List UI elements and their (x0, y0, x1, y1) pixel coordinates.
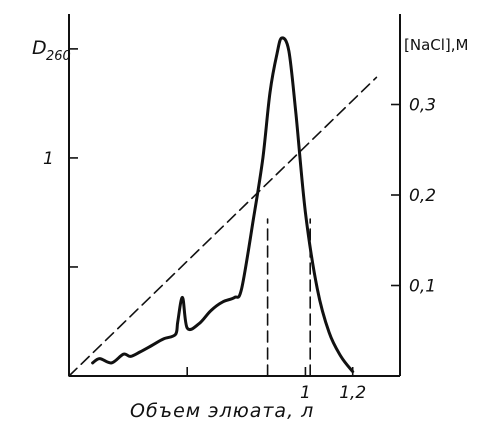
x-tick-label: 1 (300, 383, 311, 403)
dashed-series-line (68, 76, 378, 377)
elution-curve-line (91, 36, 355, 374)
left-axis-label: D (32, 37, 47, 59)
left-tick-label: 1 (43, 149, 54, 169)
axis-ticks: 1 0,1 0,2 0,3 1 1,2 (43, 48, 436, 403)
right-tick-label: 0,1 (409, 277, 436, 297)
right-tick-label: 0,3 (409, 96, 436, 116)
series-group (68, 36, 378, 377)
right-axis-label: [NaCl],M (404, 36, 468, 54)
x-tick-label: 1,2 (339, 383, 366, 403)
left-axis-label-subscript: 260 (46, 49, 71, 64)
x-axis-label: Объем элюата, л (130, 400, 314, 422)
right-tick-label: 0,2 (409, 186, 436, 206)
